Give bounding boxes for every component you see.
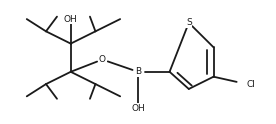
Text: O: O [99,55,106,64]
Text: B: B [135,67,141,76]
Text: S: S [186,18,192,27]
Text: Cl: Cl [246,80,255,89]
Text: OH: OH [131,104,145,113]
Text: OH: OH [64,15,78,24]
